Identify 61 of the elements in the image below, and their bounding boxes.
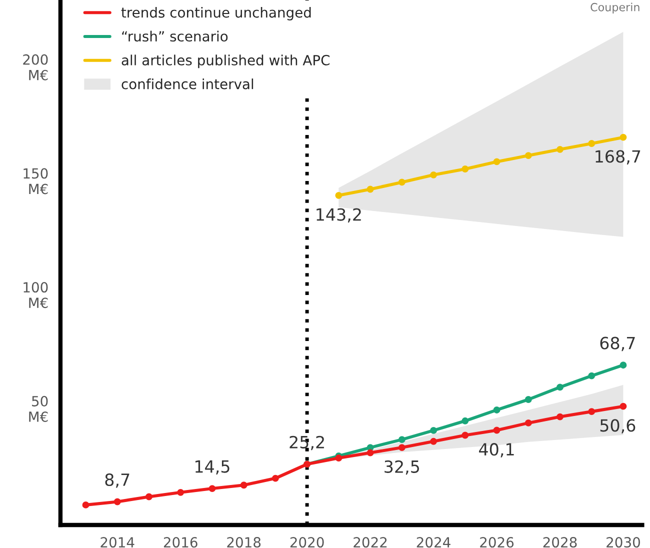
data-label: 68,7	[600, 336, 635, 352]
point	[398, 178, 406, 186]
point	[462, 166, 469, 172]
point	[366, 186, 374, 193]
point	[524, 152, 532, 160]
point	[588, 140, 596, 147]
data-label: 40,1	[479, 443, 514, 458]
point	[556, 384, 564, 391]
point	[430, 426, 437, 434]
y-tick-label: 50 M€	[29, 396, 48, 422]
x-tick-label: 2024	[416, 537, 450, 548]
x-tick-label: 2014	[100, 537, 134, 548]
data-label: 14,5	[195, 460, 230, 475]
point	[493, 426, 500, 434]
x-tick-label: 2018	[227, 537, 261, 548]
point	[177, 488, 184, 496]
x-tick-label: 2020	[290, 537, 324, 548]
data-label: 8,7	[105, 473, 130, 488]
point	[430, 171, 437, 178]
x-tick-label: 2030	[606, 537, 640, 548]
point	[556, 413, 564, 420]
point	[493, 406, 500, 414]
point	[82, 501, 90, 508]
data-label: 50,6	[600, 419, 636, 434]
point	[524, 419, 532, 426]
point	[524, 396, 532, 403]
legend-label: trends continue unchanged	[121, 6, 311, 20]
y-tick-label: 100 M€	[24, 282, 48, 308]
x-tick-label: 2026	[480, 537, 514, 548]
point	[620, 134, 627, 141]
x-tick-label: 2028	[543, 537, 577, 548]
y-tick-label: 200 M€	[23, 54, 48, 80]
data-label: 32,5	[384, 460, 420, 475]
point	[493, 158, 500, 166]
point	[462, 417, 469, 424]
point	[556, 146, 564, 153]
point	[146, 493, 152, 500]
data-label: 25,2	[290, 436, 324, 450]
x-tick-label: 2016	[164, 537, 198, 548]
point	[620, 402, 627, 410]
legend-label: all articles published with APC	[122, 54, 330, 68]
point	[366, 449, 374, 456]
point	[240, 482, 248, 489]
point	[208, 485, 216, 492]
point	[588, 372, 596, 380]
x-tick-label: 2022	[354, 537, 387, 548]
point	[398, 444, 406, 452]
legend-label: “rush” scenario	[122, 30, 228, 42]
point	[620, 362, 627, 369]
point	[114, 498, 121, 506]
point	[430, 438, 437, 445]
point	[272, 474, 279, 482]
legend-label: confidence interval	[122, 78, 254, 90]
y-tick-label: 150 M€	[24, 168, 48, 194]
point	[462, 432, 469, 439]
point	[588, 408, 596, 416]
annotation: Couperin	[590, 2, 640, 14]
point	[398, 436, 406, 444]
data-label: 168,7	[596, 150, 640, 164]
point	[335, 192, 342, 199]
data-label: 143,2	[316, 208, 361, 223]
